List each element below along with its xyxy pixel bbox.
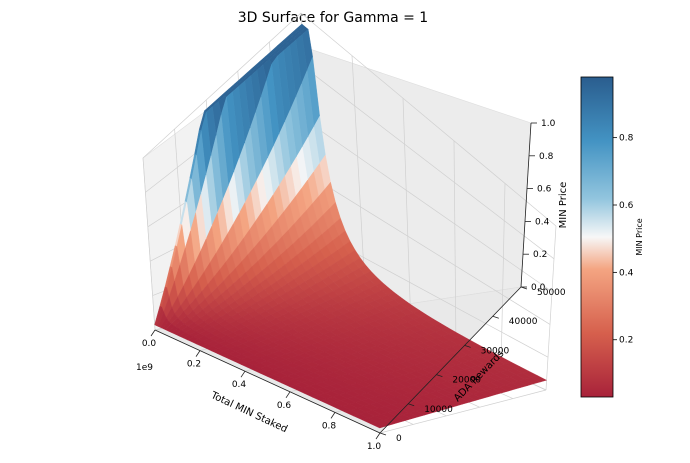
y-tick-mark <box>379 432 387 436</box>
y-tick-label: 40000 <box>509 317 538 327</box>
grid-line <box>300 12 557 227</box>
grid-line <box>142 157 156 331</box>
grid-line <box>142 12 302 159</box>
grid-line <box>379 389 547 434</box>
z-tick-label: 0.2 <box>533 250 547 260</box>
colorbar-tick-label: 0.6 <box>619 201 634 211</box>
x-axis-offset: 1e9 <box>136 363 153 373</box>
y-axis-ticks: 0 10000 20000 30000 40000 50000 <box>379 286 566 444</box>
z-axis-ticks: 0.0 0.2 0.4 0.6 0.8 1.0 <box>521 119 556 293</box>
x-tick-label: 1.0 <box>367 442 382 452</box>
y-tick-label: 10000 <box>424 405 453 415</box>
grid-line <box>304 67 555 260</box>
x-tick-mark <box>285 391 291 399</box>
z-tick-label: 0.8 <box>539 152 554 162</box>
x-tick-mark <box>150 329 156 337</box>
z-tick-label: 0.0 <box>531 283 546 293</box>
y-tick-label: 30000 <box>481 346 510 356</box>
grid-line <box>545 225 557 391</box>
z-tick-label: 0.4 <box>535 217 550 227</box>
z-tick-label: 0.6 <box>537 185 552 195</box>
colorbar-tick-label: 0.2 <box>619 336 633 346</box>
x-tick-label: 0.8 <box>322 421 337 431</box>
x-tick-mark <box>375 432 381 440</box>
surface-plot <box>154 23 548 429</box>
colorbar-gradient <box>580 76 614 398</box>
z-tick-label: 1.0 <box>541 119 556 129</box>
x-tick-mark <box>330 412 336 419</box>
grid-line <box>312 177 551 325</box>
x-tick-mark <box>195 350 201 357</box>
y-tick-label: 20000 <box>452 376 481 386</box>
x-axis-ticks: 0.0 0.2 0.4 0.6 0.8 1.0 <box>142 329 382 452</box>
grid-line <box>308 122 553 292</box>
x-tick-label: 0.4 <box>232 380 247 390</box>
z-axis-label: MIN Price <box>558 182 569 229</box>
y-tick-mark <box>492 315 499 319</box>
x-tick-label: 0.0 <box>142 339 157 349</box>
chart-title: 3D Surface for Gamma = 1 <box>238 10 428 26</box>
x-axis-label: Total MIN Staked <box>208 390 289 436</box>
x-tick-label: 0.2 <box>187 360 201 370</box>
z-axis-line <box>520 122 532 288</box>
colorbar-label: MIN Price <box>635 218 644 255</box>
surface-facet <box>370 421 387 429</box>
x-tick-mark <box>240 370 246 378</box>
colorbar: 0.2 0.4 0.6 0.8 MIN Price <box>580 76 644 398</box>
colorbar-tick-label: 0.8 <box>619 134 634 144</box>
grid-line <box>402 98 412 329</box>
axes-lines <box>154 122 532 434</box>
y-tick-mark <box>464 345 471 348</box>
x-axis-line <box>154 329 381 434</box>
y-tick-mark <box>436 374 443 377</box>
grid-line <box>453 140 457 349</box>
y-tick-label: 0 <box>396 434 402 444</box>
colorbar-ticks: 0.2 0.4 0.6 0.8 <box>613 134 634 346</box>
y-axis-line <box>379 286 522 434</box>
y-tick-label: 50000 <box>537 288 566 298</box>
colorbar-tick-label: 0.4 <box>619 268 634 278</box>
x-tick-label: 0.6 <box>277 401 292 411</box>
y-tick-mark <box>408 403 415 407</box>
grid-line <box>500 183 506 370</box>
